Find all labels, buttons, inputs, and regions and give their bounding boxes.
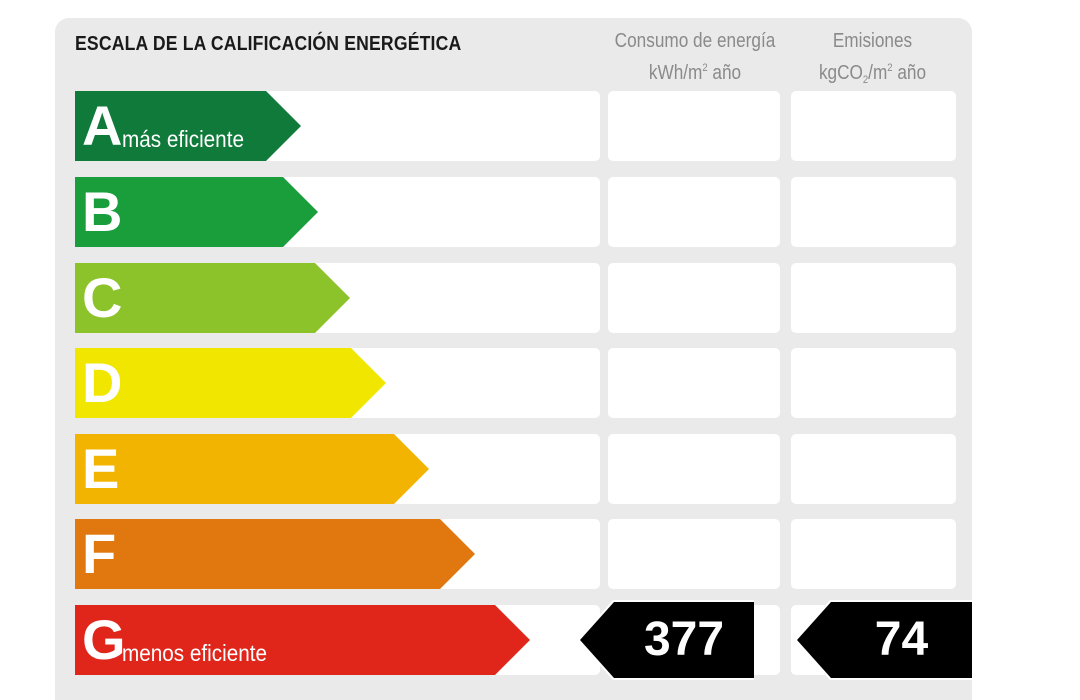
energy-cell	[608, 263, 780, 333]
emissions-cell	[791, 91, 956, 161]
rating-letter: D	[82, 351, 123, 414]
rating-letter: C	[82, 266, 123, 329]
energy-value-tag: 377	[580, 602, 754, 678]
rating-letter: G	[82, 608, 126, 671]
rating-letter: B	[82, 180, 123, 243]
rating-description: más eficiente	[122, 126, 244, 152]
rating-letter: A	[82, 94, 123, 157]
energy-cell	[608, 434, 780, 504]
emissions-cell	[791, 263, 956, 333]
energy-column-header: Consumo de energía kWh/m2 año	[613, 28, 776, 87]
emissions-column-unit: kgCO2/m2 año	[818, 62, 927, 86]
energy-cell	[608, 519, 780, 589]
emissions-value: 74	[874, 613, 929, 666]
energy-column-title: Consumo de energía	[614, 30, 776, 52]
energy-value: 377	[643, 613, 725, 666]
energy-cell	[608, 348, 780, 418]
rating-arrow-f: F	[75, 519, 475, 589]
emissions-column-header: Emisiones kgCO2/m2 año	[797, 28, 948, 94]
label-title: ESCALA DE LA CALIFICACIÓN ENERGÉTICA	[75, 33, 462, 55]
emissions-cell	[791, 519, 956, 589]
rating-letter: E	[82, 437, 120, 500]
rating-letter: F	[82, 522, 117, 585]
energy-column-unit: kWh/m2 año	[648, 62, 742, 84]
emissions-column-title: Emisiones	[832, 30, 913, 52]
rating-arrow-e: E	[75, 434, 429, 504]
rating-arrow-b: B	[75, 177, 318, 247]
rating-arrow-c: C	[75, 263, 350, 333]
emissions-cell	[791, 177, 956, 247]
energy-cell	[608, 177, 780, 247]
emissions-value-tag: 74	[797, 602, 972, 678]
emissions-cell	[791, 348, 956, 418]
energy-cell	[608, 91, 780, 161]
rating-arrow-d: D	[75, 348, 386, 418]
rating-description: menos eficiente	[122, 640, 267, 666]
emissions-cell	[791, 434, 956, 504]
